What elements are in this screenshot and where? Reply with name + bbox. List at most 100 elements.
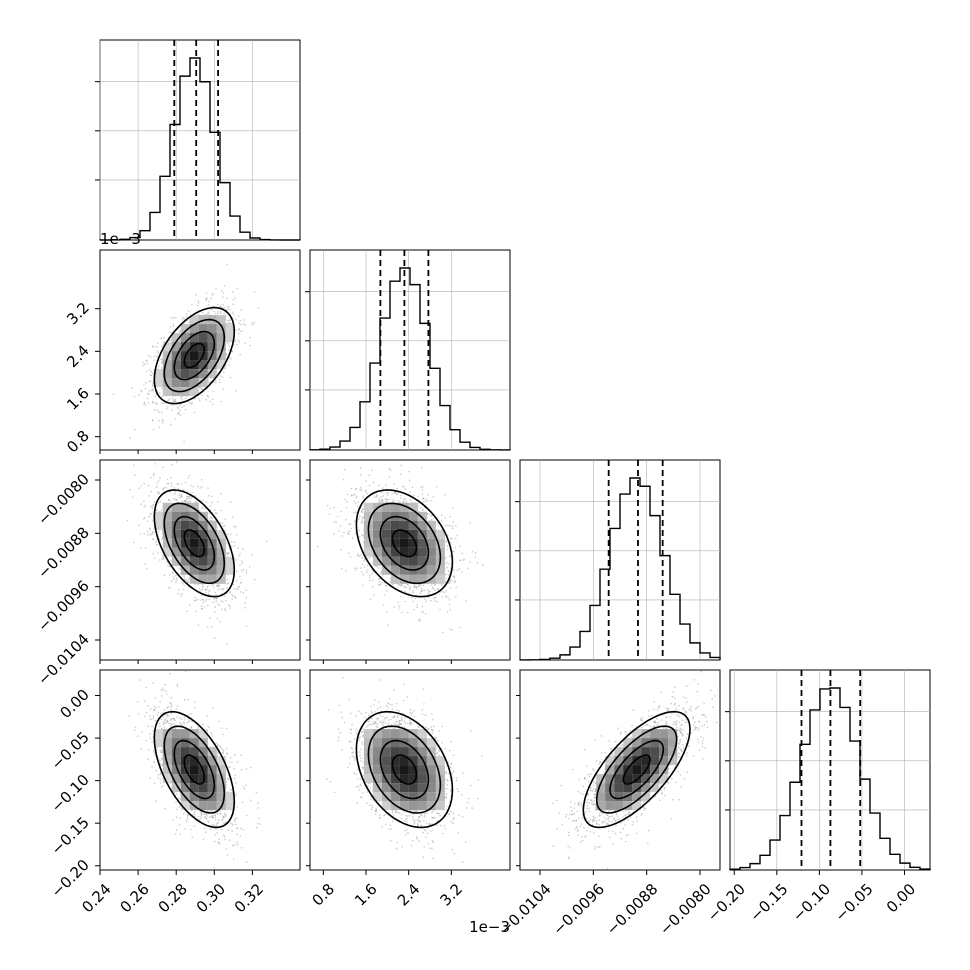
sample-point (200, 388, 203, 390)
density-cell (180, 547, 190, 557)
sample-point (152, 428, 155, 431)
sample-point (372, 579, 374, 581)
sample-point (158, 559, 161, 561)
sample-point (155, 541, 157, 543)
density-cell (207, 547, 217, 557)
sample-point (482, 564, 484, 566)
sample-point (349, 555, 352, 558)
sample-point (220, 492, 222, 495)
sample-point (157, 480, 160, 483)
sample-point (170, 477, 172, 479)
panel-2-1 (309, 459, 511, 661)
sample-point (187, 580, 190, 582)
sample-point (360, 489, 363, 491)
sample-point (222, 291, 225, 294)
sample-point (329, 507, 332, 510)
sample-point (200, 599, 202, 601)
density-cell (162, 387, 172, 397)
sample-point (386, 590, 388, 592)
sample-point (210, 584, 213, 587)
sample-point (421, 489, 424, 491)
density-cell (171, 342, 181, 352)
density-cell (198, 360, 208, 370)
sample-point (188, 321, 190, 324)
sample-point (209, 400, 211, 403)
sample-point (244, 342, 246, 345)
sample-point (189, 402, 191, 404)
sample-point (195, 293, 197, 296)
density-cell (162, 529, 172, 539)
density-cell (162, 360, 172, 370)
hist-step-line (99, 57, 301, 241)
sample-point (222, 587, 224, 590)
sample-point (235, 525, 237, 528)
sample-point (146, 370, 148, 372)
density-cell (189, 547, 199, 557)
sample-point (207, 311, 210, 313)
sample-point (346, 531, 349, 533)
sample-point (149, 356, 152, 358)
sample-point (232, 311, 234, 314)
sample-point (172, 572, 174, 574)
sample-point (412, 589, 414, 592)
density-cell (189, 342, 199, 352)
sample-point (208, 598, 211, 601)
sample-point (149, 374, 152, 377)
sample-point (192, 486, 195, 488)
density-cell (207, 520, 217, 530)
sample-point (398, 604, 401, 607)
sample-point (215, 381, 217, 384)
sample-point (245, 572, 248, 574)
density-cell (198, 369, 208, 379)
sample-point (442, 590, 444, 593)
sample-point (157, 502, 160, 504)
sample-point (112, 393, 115, 396)
hist-panel-0 (95, 39, 301, 241)
sample-point (146, 520, 149, 523)
density-cell (162, 511, 172, 521)
sample-point (200, 478, 203, 481)
sample-point (169, 587, 172, 589)
sample-point (193, 599, 196, 602)
sample-point (449, 556, 451, 558)
sample-point (231, 593, 233, 596)
sample-point (405, 500, 408, 503)
sample-point (183, 575, 185, 578)
sample-point (167, 399, 170, 401)
sample-point (210, 308, 213, 311)
density-cell (171, 529, 181, 539)
sample-point (449, 587, 452, 589)
density-cell (162, 520, 172, 530)
sample-point (154, 395, 157, 398)
sample-point (150, 476, 152, 479)
sample-point (226, 553, 229, 556)
sample-point (177, 407, 179, 410)
sample-point (219, 304, 221, 307)
density-cell (207, 529, 217, 539)
density-cell (180, 324, 190, 334)
density-cell (216, 574, 226, 584)
sample-point (184, 500, 187, 503)
sample-point (162, 421, 164, 424)
sample-point (442, 631, 444, 634)
sample-point (224, 609, 227, 612)
sample-point (200, 507, 203, 510)
sample-point (147, 354, 150, 357)
sample-point (456, 534, 458, 537)
sample-point (227, 582, 230, 584)
sample-point (227, 322, 229, 325)
sample-point (161, 395, 164, 398)
sample-point (234, 595, 236, 598)
sample-point (212, 390, 214, 393)
sample-point (430, 499, 433, 502)
sample-point (143, 506, 146, 508)
sample-point (205, 292, 208, 295)
sample-point (197, 397, 200, 400)
density-cell (225, 565, 235, 575)
sample-point (245, 596, 248, 599)
sample-point (452, 569, 455, 571)
sample-point (156, 486, 158, 488)
sample-point (208, 589, 211, 591)
sample-point (446, 562, 448, 564)
sample-point (179, 409, 181, 412)
